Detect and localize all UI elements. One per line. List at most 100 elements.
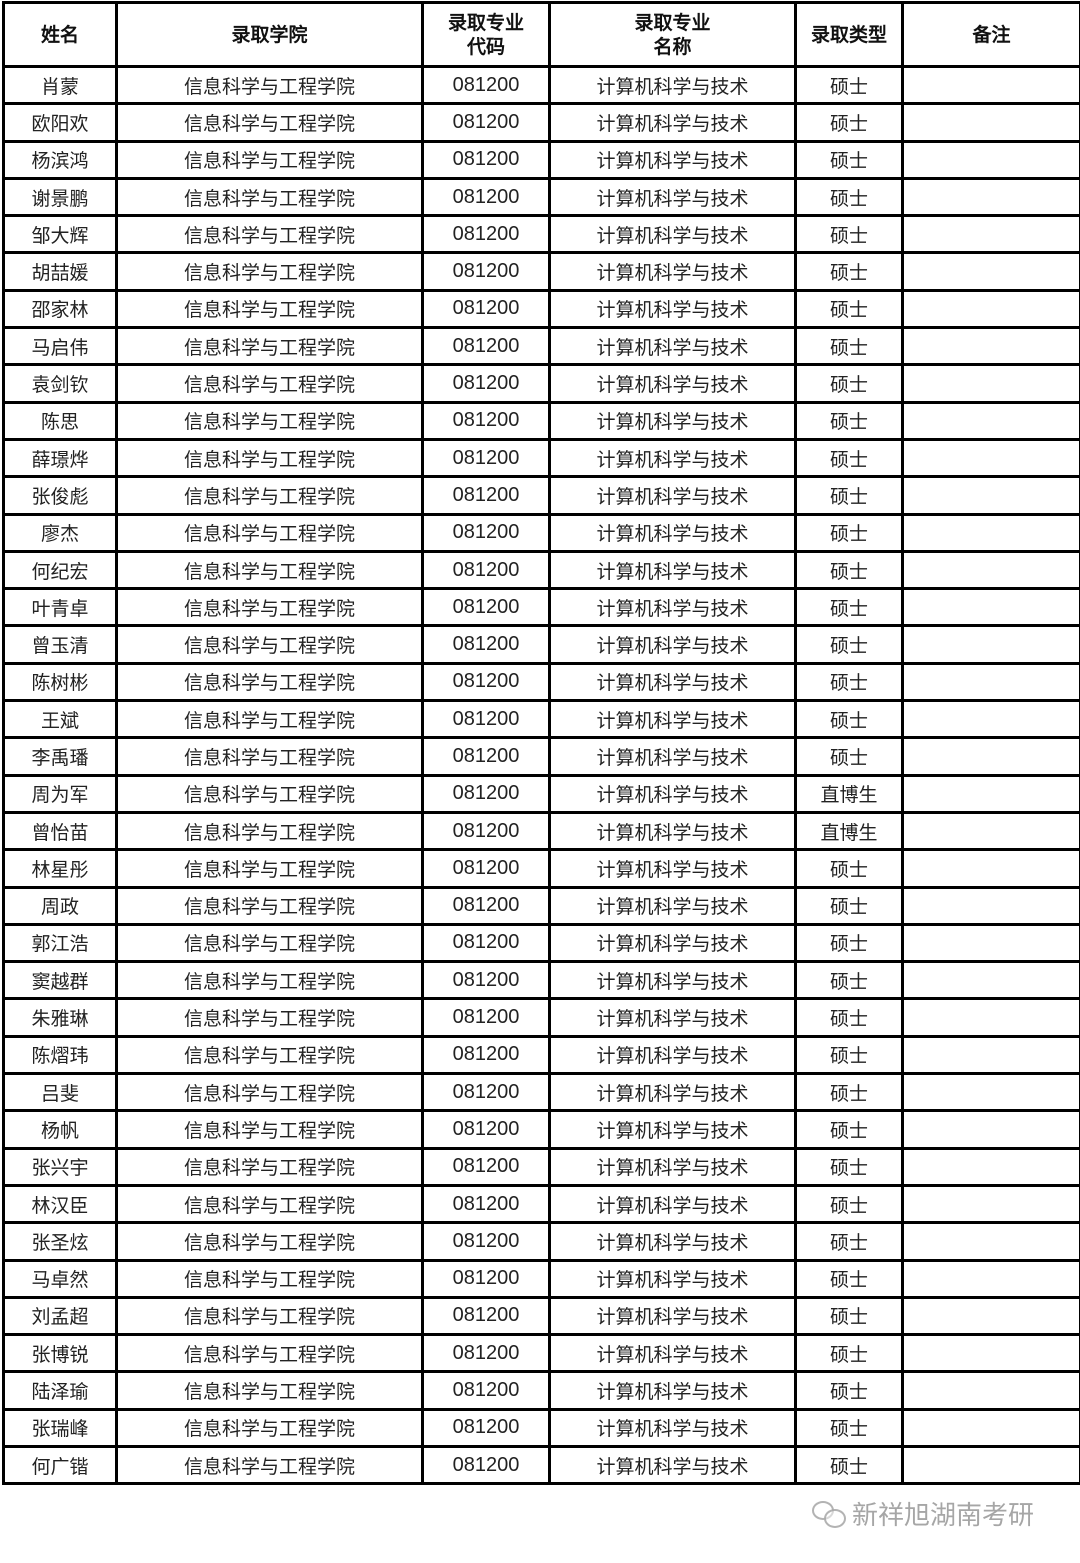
- cell-major-name: 计算机科学与技术: [548, 1444, 797, 1486]
- cell-remarks: [901, 773, 1080, 814]
- cell-college: 信息科学与工程学院: [115, 1295, 424, 1337]
- table-row: 曾玉清 信息科学与工程学院 081200 计算机科学与技术 硕士: [2, 624, 1080, 665]
- cell-major-name: 计算机科学与技术: [548, 997, 797, 1038]
- cell-remarks: [901, 512, 1080, 553]
- cell-admission-type: 硕士: [794, 960, 904, 1001]
- cell-college: 信息科学与工程学院: [115, 885, 424, 926]
- cell-name: 周为军: [2, 773, 118, 814]
- cell-name: 周政: [2, 885, 118, 926]
- cell-major-code: 081200: [421, 102, 551, 143]
- cell-remarks: [901, 102, 1080, 143]
- cell-remarks: [901, 1109, 1080, 1150]
- table-row: 王斌 信息科学与工程学院 081200 计算机科学与技术 硕士: [2, 699, 1080, 740]
- table-row: 邵家林 信息科学与工程学院 081200 计算机科学与技术 硕士: [2, 288, 1080, 330]
- cell-name: 曾玉清: [2, 624, 118, 665]
- cell-admission-type: 硕士: [794, 102, 904, 143]
- cell-major-code: 081200: [421, 214, 551, 255]
- cell-admission-type: 硕士: [794, 699, 904, 740]
- cell-remarks: [901, 624, 1080, 665]
- table-row: 马启伟 信息科学与工程学院 081200 计算机科学与技术 硕士: [2, 326, 1080, 367]
- cell-admission-type: 硕士: [794, 1221, 904, 1262]
- cell-admission-type: 硕士: [794, 251, 904, 292]
- table-row: 朱雅琳 信息科学与工程学院 081200 计算机科学与技术 硕士: [2, 997, 1080, 1038]
- table-row: 李禹璠 信息科学与工程学院 081200 计算机科学与技术 硕士: [2, 736, 1080, 777]
- cell-remarks: [901, 549, 1080, 591]
- cell-college: 信息科学与工程学院: [115, 326, 424, 367]
- cell-major-code: 081200: [421, 736, 551, 777]
- cell-college: 信息科学与工程学院: [115, 1034, 424, 1076]
- cell-college: 信息科学与工程学院: [115, 1258, 424, 1299]
- cell-major-name: 计算机科学与技术: [548, 736, 797, 777]
- cell-college: 信息科学与工程学院: [115, 475, 424, 516]
- header-remarks: 备注: [901, 1, 1080, 68]
- cell-remarks: [901, 922, 1080, 964]
- cell-college: 信息科学与工程学院: [115, 1221, 424, 1262]
- table-row: 张博锐 信息科学与工程学院 081200 计算机科学与技术 硕士: [2, 1333, 1080, 1374]
- cell-admission-type: 硕士: [794, 437, 904, 479]
- cell-major-name: 计算机科学与技术: [548, 848, 797, 889]
- cell-admission-type: 硕士: [794, 885, 904, 926]
- cell-admission-type: 硕士: [794, 1146, 904, 1187]
- cell-major-name: 计算机科学与技术: [548, 1407, 797, 1448]
- cell-college: 信息科学与工程学院: [115, 736, 424, 777]
- cell-remarks: [901, 214, 1080, 255]
- cell-major-name: 计算机科学与技术: [548, 587, 797, 628]
- table-row: 袁剑钦 信息科学与工程学院 081200 计算机科学与技术 硕士: [2, 363, 1080, 404]
- cell-major-name: 计算机科学与技术: [548, 1034, 797, 1076]
- cell-name: 王斌: [2, 699, 118, 740]
- cell-major-code: 081200: [421, 363, 551, 404]
- table-row: 薛璟烨 信息科学与工程学院 081200 计算机科学与技术 硕士: [2, 437, 1080, 479]
- cell-admission-type: 硕士: [794, 624, 904, 665]
- cell-major-code: 081200: [421, 699, 551, 740]
- cell-major-code: 081200: [421, 885, 551, 926]
- cell-major-code: 081200: [421, 326, 551, 367]
- cell-college: 信息科学与工程学院: [115, 587, 424, 628]
- cell-remarks: [901, 288, 1080, 330]
- cell-major-name: 计算机科学与技术: [548, 1221, 797, 1262]
- cell-name: 张博锐: [2, 1333, 118, 1374]
- table-row: 廖杰 信息科学与工程学院 081200 计算机科学与技术 硕士: [2, 512, 1080, 553]
- cell-college: 信息科学与工程学院: [115, 699, 424, 740]
- cell-name: 杨滨鸿: [2, 139, 118, 180]
- cell-major-code: 081200: [421, 400, 551, 441]
- cell-major-code: 081200: [421, 810, 551, 852]
- table-row: 张俊彪 信息科学与工程学院 081200 计算机科学与技术 硕士: [2, 475, 1080, 516]
- cell-college: 信息科学与工程学院: [115, 848, 424, 889]
- cell-major-code: 081200: [421, 1258, 551, 1299]
- cell-name: 袁剑钦: [2, 363, 118, 404]
- cell-admission-type: 硕士: [794, 848, 904, 889]
- cell-name: 邹大辉: [2, 214, 118, 255]
- cell-major-name: 计算机科学与技术: [548, 139, 797, 180]
- table-row: 邹大辉 信息科学与工程学院 081200 计算机科学与技术 硕士: [2, 214, 1080, 255]
- cell-major-code: 081200: [421, 661, 551, 703]
- table-row: 张瑞峰 信息科学与工程学院 081200 计算机科学与技术 硕士: [2, 1407, 1080, 1448]
- table-row: 张兴宇 信息科学与工程学院 081200 计算机科学与技术 硕士: [2, 1146, 1080, 1187]
- cell-admission-type: 硕士: [794, 512, 904, 553]
- cell-name: 欧阳欢: [2, 102, 118, 143]
- table-row: 谢景鹏 信息科学与工程学院 081200 计算机科学与技术 硕士: [2, 176, 1080, 218]
- cell-admission-type: 硕士: [794, 997, 904, 1038]
- table-row: 窦越群 信息科学与工程学院 081200 计算机科学与技术 硕士: [2, 960, 1080, 1001]
- cell-college: 信息科学与工程学院: [115, 288, 424, 330]
- cell-major-code: 081200: [421, 624, 551, 665]
- cell-remarks: [901, 326, 1080, 367]
- cell-major-code: 081200: [421, 997, 551, 1038]
- cell-major-name: 计算机科学与技术: [548, 214, 797, 255]
- cell-college: 信息科学与工程学院: [115, 437, 424, 479]
- cell-major-name: 计算机科学与技术: [548, 363, 797, 404]
- cell-major-name: 计算机科学与技术: [548, 1258, 797, 1299]
- cell-college: 信息科学与工程学院: [115, 549, 424, 591]
- cell-major-code: 081200: [421, 848, 551, 889]
- cell-major-code: 081200: [421, 549, 551, 591]
- cell-major-code: 081200: [421, 1370, 551, 1411]
- cell-major-code: 081200: [421, 1183, 551, 1225]
- cell-college: 信息科学与工程学院: [115, 1109, 424, 1150]
- cell-major-name: 计算机科学与技术: [548, 960, 797, 1001]
- cell-name: 肖蒙: [2, 64, 118, 106]
- table-row: 林汉臣 信息科学与工程学院 081200 计算机科学与技术 硕士: [2, 1183, 1080, 1225]
- cell-remarks: [901, 997, 1080, 1038]
- table-row: 张圣炫 信息科学与工程学院 081200 计算机科学与技术 硕士: [2, 1221, 1080, 1262]
- cell-major-code: 081200: [421, 1407, 551, 1448]
- cell-name: 张圣炫: [2, 1221, 118, 1262]
- cell-remarks: [901, 960, 1080, 1001]
